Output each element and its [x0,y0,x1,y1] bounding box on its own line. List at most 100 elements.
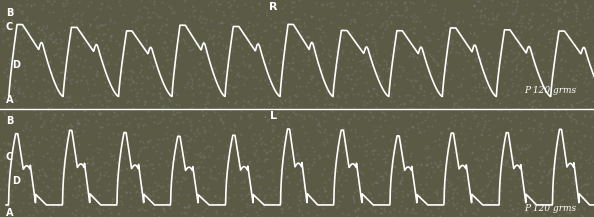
Point [161,131,170,134]
Point [527,25,536,28]
Point [405,28,415,31]
Point [118,202,127,206]
Point [390,2,400,5]
Point [515,128,525,131]
Point [378,178,388,182]
Point [467,66,477,70]
Point [96,113,105,116]
Point [359,103,369,107]
Point [214,171,224,175]
Point [511,89,520,93]
Point [218,120,228,124]
Point [102,44,111,47]
Point [586,107,594,110]
Point [530,86,539,89]
Point [489,92,499,95]
Point [302,35,311,38]
Point [288,56,298,60]
Point [464,60,473,63]
Point [444,127,453,131]
Point [256,98,266,102]
Point [380,192,390,195]
Point [136,116,146,120]
Point [172,146,182,150]
Point [41,137,50,141]
Point [140,32,149,36]
Point [314,17,324,21]
Point [181,19,190,23]
Point [46,38,56,41]
Point [391,48,401,51]
Point [49,68,59,71]
Point [366,141,375,144]
Point [318,40,327,44]
Point [112,39,121,43]
Point [0,187,5,191]
Point [170,49,179,52]
Point [349,17,359,20]
Point [456,211,465,215]
Point [468,211,478,215]
Point [579,146,588,150]
Point [211,0,221,3]
Point [576,155,585,159]
Point [263,94,273,98]
Point [461,209,470,212]
Point [392,44,402,48]
Point [364,56,374,60]
Point [445,185,454,188]
Point [261,115,270,118]
Point [541,113,550,116]
Point [292,84,301,87]
Point [557,198,566,202]
Point [488,150,498,153]
Point [228,49,238,53]
Point [481,75,491,78]
Point [190,153,200,156]
Text: A: A [6,95,14,105]
Point [295,179,304,182]
Point [575,199,584,203]
Point [81,108,90,112]
Point [450,101,459,105]
Point [30,184,39,187]
Point [216,30,225,33]
Point [587,154,594,158]
Point [29,187,38,190]
Point [444,198,453,202]
Point [485,119,494,122]
Point [585,5,594,8]
Point [479,29,489,32]
Point [471,212,481,216]
Point [239,178,249,181]
Point [529,63,538,66]
Point [377,174,387,178]
Point [539,198,548,201]
Point [379,58,388,61]
Point [252,159,261,163]
Point [331,49,340,52]
Point [202,187,211,190]
Point [176,180,186,183]
Point [510,173,520,176]
Point [409,27,419,30]
Point [499,116,508,119]
Point [369,87,378,90]
Point [150,180,160,184]
Point [345,118,354,121]
Point [121,191,131,194]
Point [118,181,127,185]
Point [237,197,247,201]
Point [333,55,342,59]
Point [239,146,249,149]
Point [19,167,29,171]
Point [55,169,64,172]
Point [470,114,479,117]
Point [77,79,86,82]
Point [392,104,402,107]
Point [121,30,130,33]
Point [198,83,208,87]
Point [514,44,523,48]
Point [519,187,528,190]
Point [118,131,128,135]
